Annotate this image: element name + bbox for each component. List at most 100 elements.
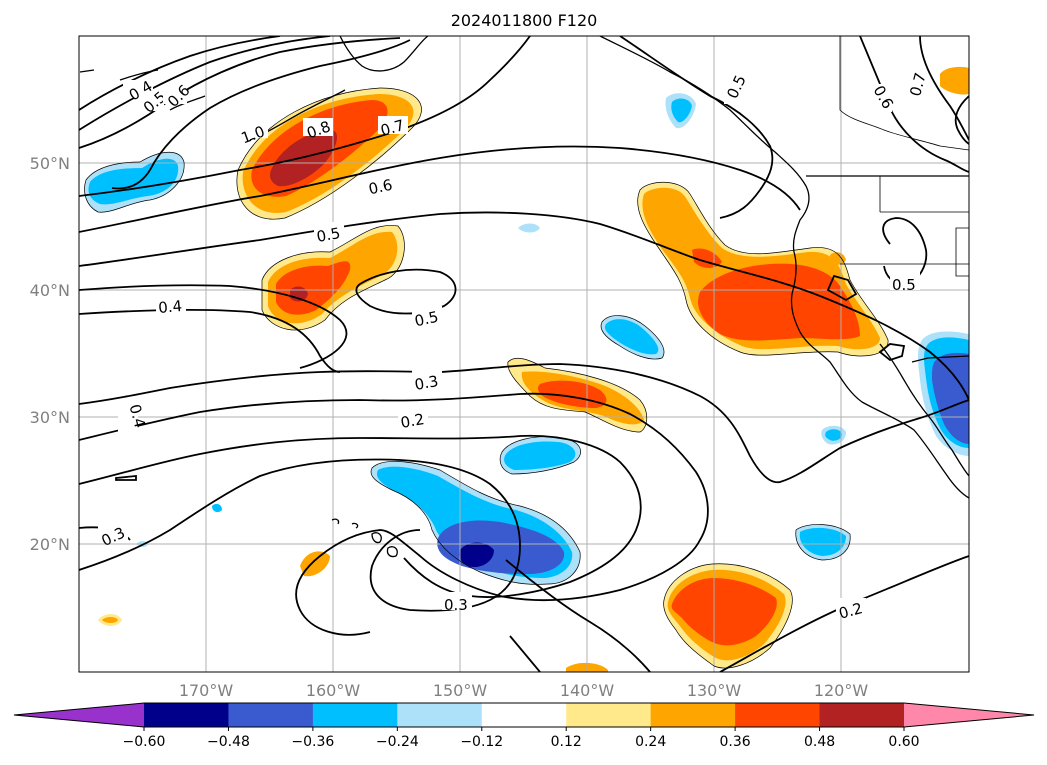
outline	[507, 357, 648, 433]
colorbar-bin	[228, 703, 314, 727]
lon-label: 150°W	[433, 681, 488, 700]
anomaly-region	[799, 527, 846, 556]
outline	[261, 225, 405, 331]
contour-line	[954, 95, 969, 145]
colorbar-extend-low	[14, 703, 144, 727]
outline	[370, 461, 581, 585]
colorbar-bin	[397, 703, 483, 727]
gridlines	[79, 36, 969, 672]
baja-coast	[879, 343, 969, 477]
outline	[84, 151, 185, 213]
contour-line	[79, 37, 401, 149]
contour-line	[79, 308, 341, 373]
contour-line	[79, 458, 521, 612]
contour-line	[111, 169, 151, 190]
contour-label: 0.4	[125, 402, 149, 430]
colorbar-tick-label: 0.24	[635, 734, 666, 750]
anomaly-region	[504, 441, 576, 470]
contour-label: 0.2	[837, 599, 865, 623]
colorbar-tick-label: 0.12	[551, 734, 582, 750]
colorbar-bin	[735, 703, 821, 727]
colorbar-tick-label: 0.36	[720, 734, 751, 750]
contour-line	[79, 36, 281, 111]
colorbar-tick-label: 0.48	[804, 734, 835, 750]
contour-label: 0.6	[367, 176, 394, 199]
contour-label: 0.7	[379, 116, 407, 140]
lon-label: 170°W	[179, 681, 234, 700]
anomaly-region	[102, 617, 118, 623]
colorbar-tick-label: −0.60	[123, 734, 166, 750]
contour-line	[509, 635, 541, 672]
alaska-coast	[79, 36, 429, 141]
lat-label: 40°N	[30, 281, 70, 300]
lon-label: 140°W	[560, 681, 615, 700]
lat-label: 50°N	[30, 154, 70, 173]
colorbar: −0.60 −0.48 −0.36 −0.24 −0.12 0.12 0.24 0.36 0.4…	[13, 702, 1035, 750]
anomaly-region	[276, 261, 351, 315]
bc-coast	[599, 36, 969, 499]
lat-label: 30°N	[30, 408, 70, 427]
contour-label: 0.3	[413, 372, 440, 394]
anomaly-region	[518, 223, 540, 233]
hawaii-islands	[331, 518, 398, 558]
anomaly-region	[825, 429, 842, 441]
contour-line	[79, 145, 801, 233]
outline	[663, 563, 793, 669]
lon-axis: 170°W 160°W 150°W 140°W 130°W 120°W	[179, 681, 869, 700]
outline	[795, 524, 851, 561]
us-mexico-border	[911, 355, 969, 363]
lat-label: 20°N	[30, 535, 70, 554]
contour-line	[79, 211, 969, 401]
contour-line	[79, 36, 331, 131]
contour-label: 0.3	[444, 596, 468, 614]
anomaly-region	[459, 542, 494, 568]
anomaly-region	[300, 551, 330, 577]
contour-label: 0.7	[906, 71, 930, 99]
contour-label: 0.4	[158, 297, 183, 317]
contour-line	[115, 475, 137, 481]
colorbar-bin	[312, 703, 398, 727]
contour-line	[878, 343, 906, 362]
shading-positive	[98, 66, 969, 672]
anomaly-region	[270, 130, 338, 187]
map-frame	[78, 35, 970, 673]
contour-label: 0.5	[413, 308, 440, 331]
colorbar-tick-label: −0.12	[460, 734, 503, 750]
anomaly-region	[604, 319, 659, 355]
contour-label: 0.5	[315, 224, 342, 246]
colorbar-tick-label: −0.36	[291, 734, 334, 750]
contour-line	[859, 36, 969, 173]
outline	[637, 181, 889, 357]
anomaly-region	[671, 98, 692, 123]
contour-line	[79, 268, 457, 369]
state-lines	[839, 36, 969, 277]
contour-line	[79, 434, 642, 598]
outline	[499, 436, 581, 475]
colorbar-bin	[481, 703, 567, 727]
colorbar-tick-label: 0.60	[888, 734, 919, 750]
lon-label: 130°W	[687, 681, 742, 700]
anomaly-region	[671, 578, 777, 646]
lon-label: 160°W	[306, 681, 361, 700]
colorbar-extend-high	[904, 703, 1034, 727]
map-title: 2024011800 F120	[451, 11, 598, 30]
contour-line	[149, 39, 411, 171]
lat-axis: 50°N 40°N 30°N 20°N	[30, 154, 70, 554]
anomaly-region	[212, 503, 222, 513]
contour-line	[619, 36, 774, 219]
colorbar-tick-label: −0.48	[207, 734, 250, 750]
colorbar-bin	[566, 703, 652, 727]
anomaly-region	[830, 252, 846, 265]
anomaly-region	[538, 380, 607, 408]
contour-label: 0.2	[399, 410, 426, 432]
anomaly-region	[940, 66, 969, 95]
shading-negative	[84, 93, 969, 585]
anomaly-region	[932, 352, 969, 444]
map-area: 0.4 0.5 0.6 1.0 0.8 0.7 0.6 0.5 0.4 0.5 …	[79, 36, 969, 672]
colorbar-bin	[650, 703, 736, 727]
shading-outlines	[84, 87, 889, 669]
contour-line	[919, 36, 969, 141]
outline	[236, 87, 422, 220]
lon-label: 120°W	[814, 681, 869, 700]
